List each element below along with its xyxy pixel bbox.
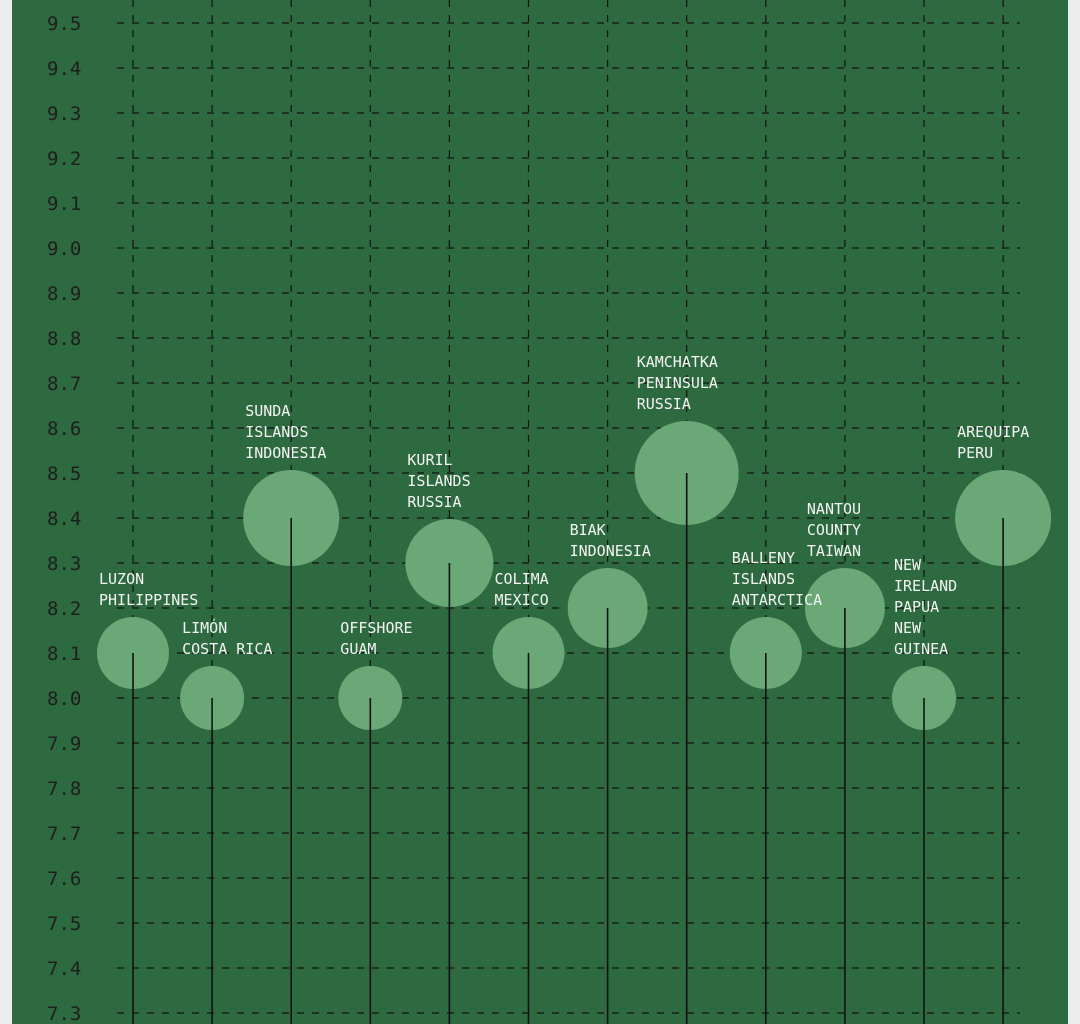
stems bbox=[132, 473, 1004, 1024]
y-tick-label: 8.4 bbox=[47, 508, 81, 530]
quake-label-line: LIMÓN bbox=[182, 618, 227, 637]
quake-label-line: RUSSIA bbox=[637, 395, 691, 413]
y-tick-label: 7.7 bbox=[47, 823, 81, 845]
quake-label-line: AREQUIPA bbox=[957, 423, 1029, 441]
y-tick-label: 9.5 bbox=[47, 13, 81, 35]
quake-label-line: MEXICO bbox=[495, 591, 549, 609]
quake-label-line: PERU bbox=[957, 444, 993, 462]
quake-label-line: OFFSHORE bbox=[340, 619, 412, 637]
y-tick-label: 8.7 bbox=[47, 373, 81, 395]
quake-label-line: RUSSIA bbox=[407, 493, 461, 511]
y-tick-label: 8.9 bbox=[47, 283, 81, 305]
quake-label-line: PHILIPPINES bbox=[99, 591, 198, 609]
chart-background bbox=[12, 0, 1068, 1024]
bubble-chart: 9.5 9.4 9.3 9.2 9.1 9.0 8.9 8.8 8.7 8.6 8.5 8.4 8.3 8… bbox=[12, 0, 1068, 1024]
quake-label-line: NEW bbox=[894, 619, 922, 637]
quake-label-line: INDONESIA bbox=[245, 444, 326, 462]
y-axis-ticks: 9.5 9.4 9.3 9.2 9.1 9.0 8.9 8.8 8.7 8.6 8.5 8.4 8.3 8… bbox=[47, 13, 81, 1024]
y-tick-label: 7.3 bbox=[47, 1003, 81, 1024]
y-tick-label: 8.2 bbox=[47, 598, 81, 620]
y-tick-label: 7.9 bbox=[47, 733, 81, 755]
y-tick-label: 7.5 bbox=[47, 913, 81, 935]
quake-label-line: ISLANDS bbox=[245, 423, 308, 441]
y-tick-label: 9.2 bbox=[47, 148, 81, 170]
y-tick-label: 7.8 bbox=[47, 778, 81, 800]
quake-label-line: PAPUA bbox=[894, 598, 939, 616]
y-tick-label: 8.6 bbox=[47, 418, 81, 440]
y-tick-label: 8.5 bbox=[47, 463, 81, 485]
y-tick-label: 9.4 bbox=[47, 58, 81, 80]
y-tick-label: 7.4 bbox=[47, 958, 81, 980]
quake-label-line: ISLANDS bbox=[407, 472, 470, 490]
quake-label-line: BIAK bbox=[570, 521, 606, 539]
quake-label-line: KURIL bbox=[407, 451, 452, 469]
y-tick-label: 8.3 bbox=[47, 553, 81, 575]
bubbles bbox=[97, 421, 1052, 730]
y-tick-label: 8.1 bbox=[47, 643, 81, 665]
quake-label-line: GUAM bbox=[340, 640, 376, 658]
quake-label-line: BALLENY bbox=[732, 549, 795, 567]
quake-label-line: NANTOU bbox=[807, 500, 861, 518]
y-tick-label: 9.3 bbox=[47, 103, 81, 125]
quake-label-line: GUINEA bbox=[894, 640, 948, 658]
quake-label-line: LUZON bbox=[99, 570, 144, 588]
quake-label-line: COUNTY bbox=[807, 521, 861, 539]
quake-label-line: ISLANDS bbox=[732, 570, 795, 588]
quake-label-line: SUNDA bbox=[245, 402, 290, 420]
y-tick-label: 8.8 bbox=[47, 328, 81, 350]
quake-label-line: COLIMA bbox=[495, 570, 549, 588]
y-tick-label: 7.6 bbox=[47, 868, 81, 890]
quake-label-line: IRELAND bbox=[894, 577, 957, 595]
chart-panel: 9.5 9.4 9.3 9.2 9.1 9.0 8.9 8.8 8.7 8.6 8.5 8.4 8.3 8… bbox=[12, 0, 1068, 1024]
quake-label-line: TAIWAN bbox=[807, 542, 861, 560]
y-tick-label: 9.1 bbox=[47, 193, 81, 215]
quake-label-line: COSTA RICA bbox=[182, 640, 272, 658]
quake-label-line: NEW bbox=[894, 556, 922, 574]
quake-label-line: KAMCHATKA bbox=[637, 353, 718, 371]
quake-labels: LUZON PHILIPPINES LIMÓN COSTA RICA SUNDA ISLA… bbox=[99, 353, 1029, 658]
y-tick-label: 8.0 bbox=[47, 688, 81, 710]
y-tick-label: 9.0 bbox=[47, 238, 81, 260]
quake-label-line: INDONESIA bbox=[570, 542, 651, 560]
quake-label-line: ANTARCTICA bbox=[732, 591, 822, 609]
quake-label-line: PENINSULA bbox=[637, 374, 718, 392]
